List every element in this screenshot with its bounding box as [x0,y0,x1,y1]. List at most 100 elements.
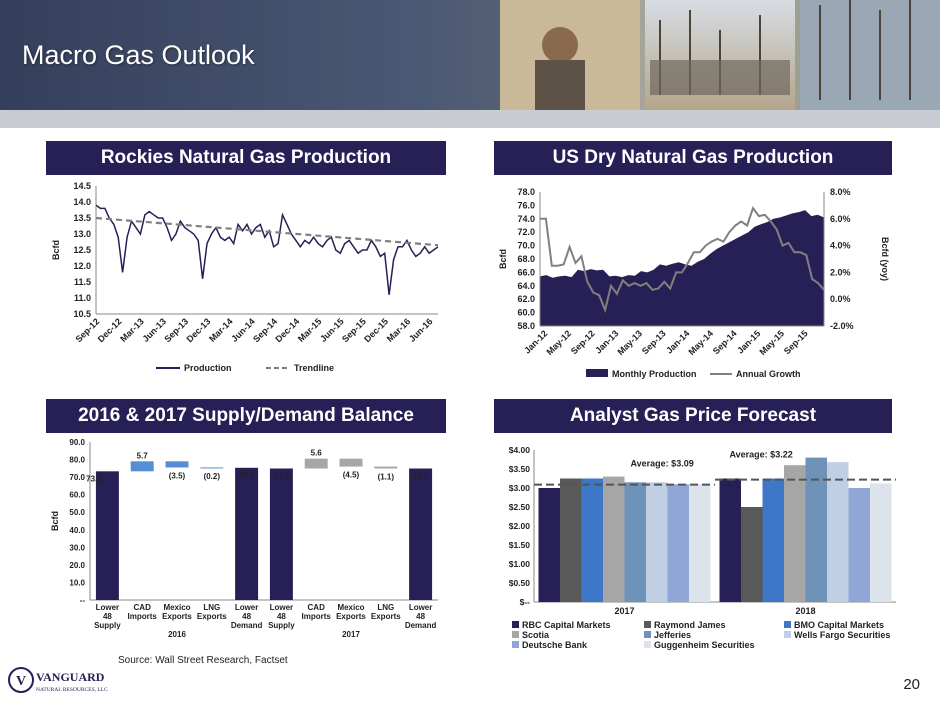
balance-y-tick-label: -- [80,596,86,605]
us-dry-y-tick-label: 70.0 [517,241,535,251]
balance-y-tick-label: 90.0 [69,438,85,447]
svg-text:VANGUARD: VANGUARD [36,670,105,684]
balance-bar [339,458,363,467]
balance-category-label: 48 [103,612,112,621]
rockies-series-production [95,204,439,295]
us-dry-y-axis-label: Bcfd [498,249,508,269]
balance-data-label: (1.1) [378,473,395,482]
balance-data-label: 5.7 [137,451,149,460]
rockies-production-chart: 10.5 11.0 11.5 12.0 12.5 13.0 13.5 14.0 14.5 Bcfd… [51,181,439,373]
us-dry-y-tick-label: 72.0 [517,227,535,237]
rockies-x-tick-label: Jun-16 [407,316,435,344]
forecast-bar [719,478,741,602]
balance-data-label: (0.2) [204,472,221,481]
rockies-panel-title: Rockies Natural Gas Production [46,141,446,175]
forecast-legend-label: Wells Fargo Securities [794,630,890,640]
us-dry-x-tick-label: Sep-14 [711,328,739,356]
us-dry-production-chart: 58.0 60.0 62.0 64.0 66.0 68.0 70.0 72.0 74.0 76.0… [498,187,890,379]
forecast-legend-swatch [512,641,519,648]
us-dry-y-tick-label: 62.0 [517,294,535,304]
balance-data-label: (3.5) [169,471,186,480]
balance-category-label: CAD [308,603,326,612]
forecast-y-tick-label: $0.50 [509,578,531,588]
balance-group-label: 2017 [342,630,360,639]
rockies-legend-label: Production [184,363,232,373]
source-note: Source: Wall Street Research, Factset [118,655,288,666]
us-dry-x-tick-label: Sep-13 [640,328,668,356]
us-dry-y2-tick-label: 4.0% [830,241,851,251]
rockies-y-tick-label: 11.0 [74,293,91,303]
balance-category-label: 48 [242,612,251,621]
rockies-y-tick-label: 13.0 [73,229,91,239]
forecast-legend-swatch [644,641,651,648]
forecast-y-tick-label: $3.00 [509,483,531,493]
forecast-y-tick-label: $3.50 [509,464,531,474]
balance-bar [165,461,189,468]
forecast-legend-label: BMO Capital Markets [794,620,884,630]
balance-bar [95,471,119,600]
forecast-average-label: Average: $3.09 [631,459,694,469]
balance-category-label: Mexico [163,603,190,612]
us-dry-x-tick-label: May-14 [686,328,715,357]
balance-category-label: Lower [235,603,259,612]
balance-y-tick-label: 60.0 [69,491,85,500]
balance-category-label: 48 [416,612,425,621]
balance-bar [130,461,154,472]
balance-bar [304,458,328,469]
us-dry-panel-title: US Dry Natural Gas Production [494,141,892,175]
rockies-y-tick-label: 14.5 [73,181,91,191]
us-dry-x-tick-label: May-13 [615,328,644,357]
svg-text:NATURAL RESOURCES, LLC: NATURAL RESOURCES, LLC [36,687,108,693]
us-dry-series-annual-growth [540,205,825,314]
forecast-bar [624,482,646,602]
us-dry-x-tick-label: Sep-15 [782,328,810,356]
balance-bar [269,468,293,600]
balance-panel-title: 2016 & 2017 Supply/Demand Balance [46,399,446,433]
gas-price-forecast-chart: $-- $0.50 $1.00 $1.50 $2.00 $2.50 $3.00 $3.50 $4… [509,445,896,650]
balance-y-axis-label: Bcfd [50,511,60,531]
rockies-x-tick-label: Dec-15 [362,316,390,344]
us-dry-legend-label: Annual Growth [736,369,801,379]
us-dry-legend-swatch [586,369,608,377]
balance-category-label: Imports [128,612,158,621]
forecast-legend-label: Scotia [522,630,550,640]
us-dry-y2-tick-label: 8.0% [830,187,851,197]
forecast-bar [870,483,892,602]
forecast-average-label: Average: $3.22 [730,450,793,460]
forecast-y-tick-label: $-- [520,597,531,607]
us-dry-x-tick-label: May-15 [757,328,786,357]
us-dry-y2-axis-label: Bcfd (yoy) [880,237,890,281]
forecast-y-tick-label: $1.50 [509,540,531,550]
balance-category-label: Exports [197,612,227,621]
balance-category-label: Mexico [337,603,364,612]
supply-demand-balance-chart: -- 10.0 20.0 30.0 40.0 50.0 60.0 70.0 80.0 90.0 Bc… [50,438,438,639]
us-dry-y2-tick-label: 0.0% [830,294,851,304]
rockies-y-tick-label: 14.0 [73,197,91,207]
us-dry-y-tick-label: 58.0 [517,321,535,331]
rockies-x-tick-label: Mar-15 [296,316,324,344]
rockies-x-tick-label: Dec-12 [96,316,124,344]
forecast-legend-swatch [644,631,651,638]
forecast-y-tick-label: $4.00 [509,445,531,455]
us-dry-y-tick-label: 64.0 [517,281,535,291]
forecast-bar [762,478,784,602]
balance-category-label: Imports [302,612,332,621]
balance-category-label: CAD [134,603,152,612]
forecast-bar [538,488,560,602]
forecast-category-label: 2018 [795,606,815,616]
forecast-legend-swatch [644,621,651,628]
forecast-legend-swatch [512,631,519,638]
us-dry-y-tick-label: 66.0 [517,267,535,277]
rockies-y-tick-label: 11.5 [74,277,91,287]
balance-category-label: Lower [409,603,433,612]
forecast-legend-label: Raymond James [654,620,726,630]
page-number: 20 [903,676,920,693]
rockies-y-tick-label: 13.5 [73,213,91,223]
rockies-series-trendline [95,216,439,247]
balance-y-tick-label: 40.0 [69,526,85,535]
rockies-x-tick-label: Mar-13 [118,316,146,344]
balance-category-label: LNG [203,603,220,612]
us-dry-y2-tick-label: 2.0% [830,267,851,277]
forecast-bar [689,484,711,602]
forecast-y-tick-label: $1.00 [509,559,531,569]
